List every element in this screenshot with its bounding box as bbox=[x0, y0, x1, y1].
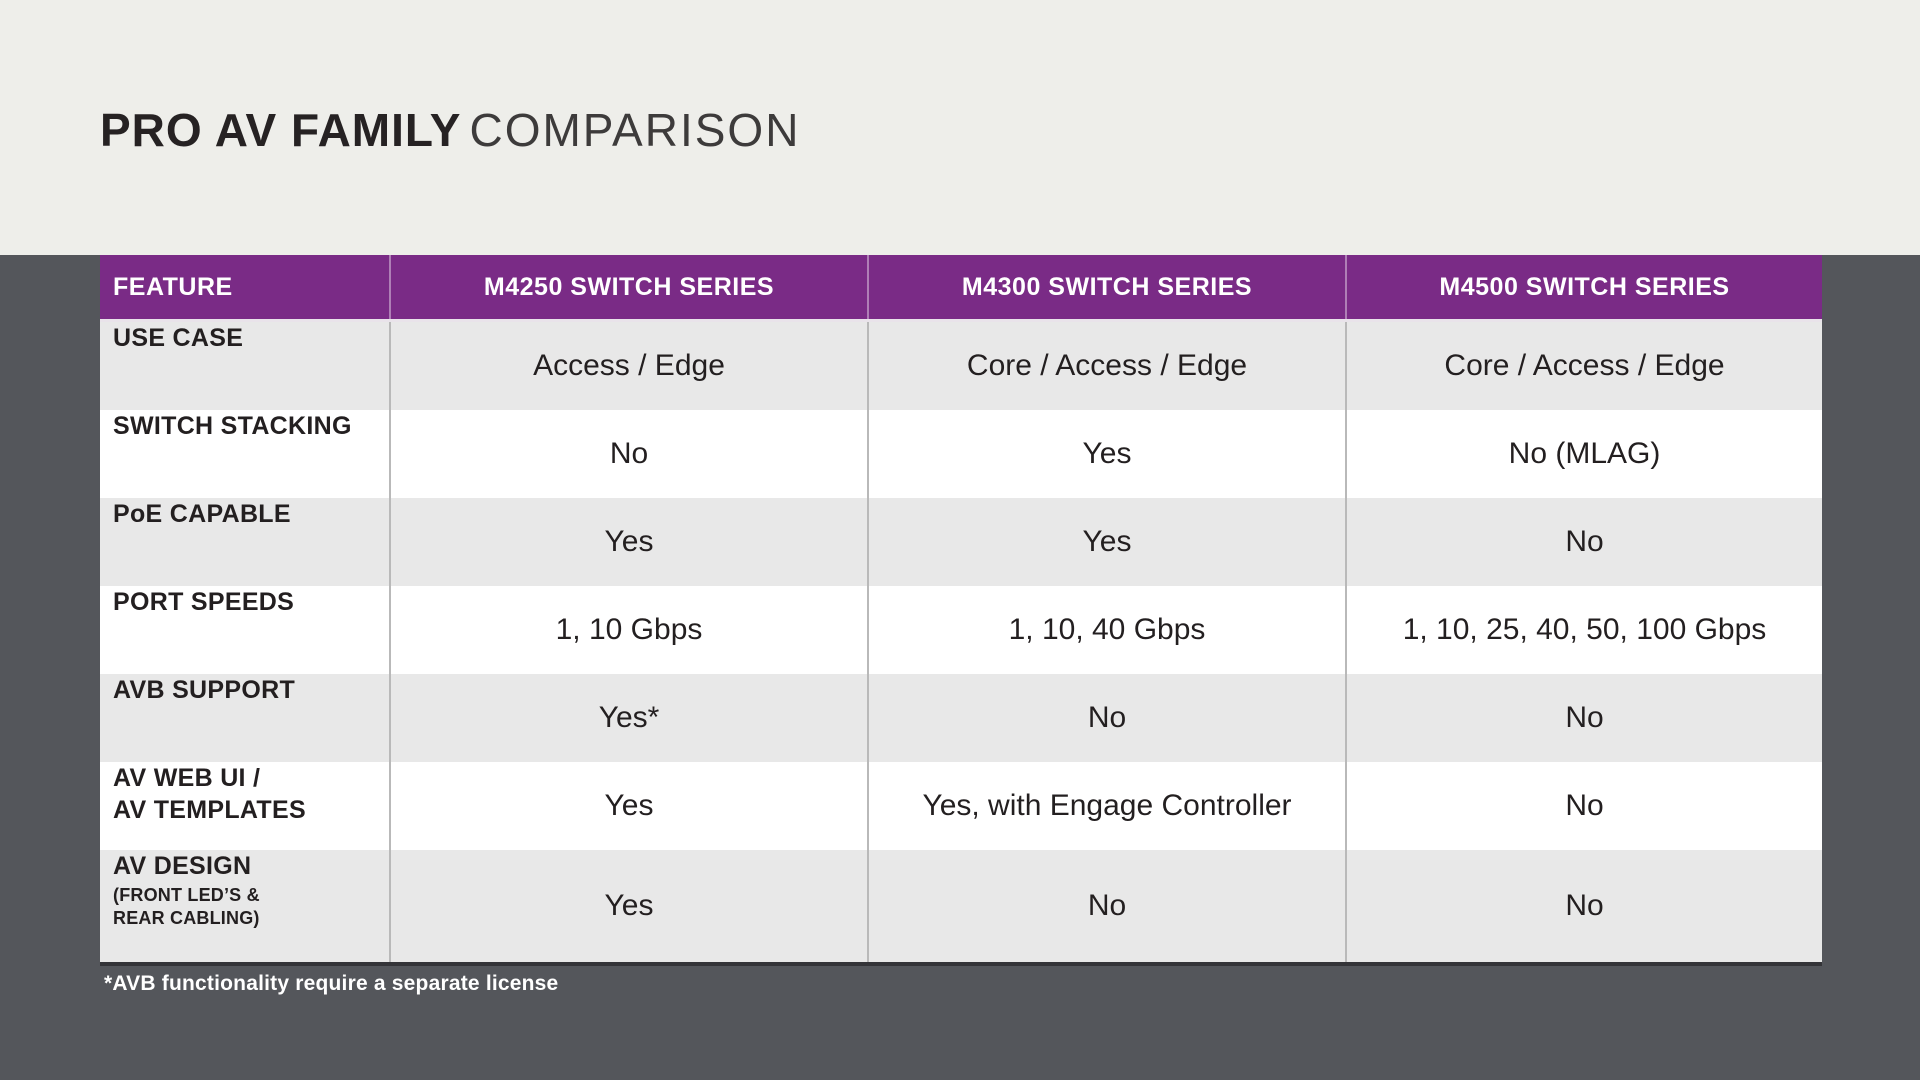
cell-m4300-av-web-ui: Yes, with Engage Controller bbox=[867, 762, 1345, 850]
cell-m4300-avb-support: No bbox=[867, 674, 1345, 762]
cell-m4500-switch-stacking: No (MLAG) bbox=[1345, 410, 1822, 498]
feature-label: PoE CAPABLE bbox=[113, 500, 291, 528]
feature-label: PORT SPEEDS bbox=[113, 588, 295, 616]
cell-m4300-port-speeds: 1, 10, 40 Gbps bbox=[867, 586, 1345, 674]
feature-label: SWITCH STACKING bbox=[113, 412, 352, 440]
cell-m4500-port-speeds: 1, 10, 25, 40, 50, 100 Gbps bbox=[1345, 586, 1822, 674]
table-header-row: FEATURE M4250 SWITCH SERIES M4300 SWITCH… bbox=[100, 255, 1822, 322]
cell-m4500-avb-support: No bbox=[1345, 674, 1822, 762]
feature-label: AV WEB UI / AV TEMPLATES bbox=[113, 764, 306, 824]
column-header-m4500: M4500 SWITCH SERIES bbox=[1345, 255, 1822, 319]
table-row-av-design: AV DESIGN (FRONT LED’S & REAR CABLING) Y… bbox=[100, 850, 1822, 962]
title-band: PRO AV FAMILY COMPARISON bbox=[0, 0, 1920, 255]
cell-m4300-use-case: Core / Access / Edge bbox=[867, 322, 1345, 410]
feature-cell: PoE CAPABLE bbox=[100, 498, 389, 586]
column-header-feature: FEATURE bbox=[113, 272, 233, 301]
table-row-port-speeds: PORT SPEEDS 1, 10 Gbps 1, 10, 40 Gbps 1,… bbox=[100, 586, 1822, 674]
feature-cell: AV WEB UI / AV TEMPLATES bbox=[100, 762, 389, 850]
cell-m4250-port-speeds: 1, 10 Gbps bbox=[389, 586, 867, 674]
cell-m4250-poe-capable: Yes bbox=[389, 498, 867, 586]
table-row-av-web-ui: AV WEB UI / AV TEMPLATES Yes Yes, with E… bbox=[100, 762, 1822, 850]
feature-label: AVB SUPPORT bbox=[113, 676, 296, 704]
cell-m4500-av-design: No bbox=[1345, 850, 1822, 962]
table-row-poe-capable: PoE CAPABLE Yes Yes No bbox=[100, 498, 1822, 586]
feature-cell: SWITCH STACKING bbox=[100, 410, 389, 498]
table-row-switch-stacking: SWITCH STACKING No Yes No (MLAG) bbox=[100, 410, 1822, 498]
page-title-primary: PRO AV FAMILY bbox=[100, 104, 462, 156]
page-title: PRO AV FAMILY COMPARISON bbox=[100, 104, 800, 157]
column-header-m4250: M4250 SWITCH SERIES bbox=[389, 255, 867, 319]
cell-m4250-switch-stacking: No bbox=[389, 410, 867, 498]
page-title-secondary: COMPARISON bbox=[469, 104, 801, 156]
cell-m4500-av-web-ui: No bbox=[1345, 762, 1822, 850]
cell-m4500-poe-capable: No bbox=[1345, 498, 1822, 586]
comparison-table: FEATURE M4250 SWITCH SERIES M4300 SWITCH… bbox=[100, 255, 1822, 962]
cell-m4250-av-web-ui: Yes bbox=[389, 762, 867, 850]
table-row-avb-support: AVB SUPPORT Yes* No No bbox=[100, 674, 1822, 762]
cell-m4500-use-case: Core / Access / Edge bbox=[1345, 322, 1822, 410]
cell-m4300-switch-stacking: Yes bbox=[867, 410, 1345, 498]
column-header-m4300: M4300 SWITCH SERIES bbox=[867, 255, 1345, 319]
feature-label: USE CASE bbox=[113, 324, 244, 352]
footnote: *AVB functionality require a separate li… bbox=[104, 972, 559, 995]
cell-m4250-use-case: Access / Edge bbox=[389, 322, 867, 410]
cell-m4300-av-design: No bbox=[867, 850, 1345, 962]
table-row-use-case: USE CASE Access / Edge Core / Access / E… bbox=[100, 322, 1822, 410]
feature-label: AV DESIGN bbox=[113, 852, 252, 880]
feature-sub-label: (FRONT LED’S & REAR CABLING) bbox=[113, 885, 260, 928]
feature-cell: PORT SPEEDS bbox=[100, 586, 389, 674]
feature-cell: AVB SUPPORT bbox=[100, 674, 389, 762]
cell-m4300-poe-capable: Yes bbox=[867, 498, 1345, 586]
feature-cell: USE CASE bbox=[100, 322, 389, 410]
cell-m4250-av-design: Yes bbox=[389, 850, 867, 962]
feature-cell: AV DESIGN (FRONT LED’S & REAR CABLING) bbox=[100, 850, 389, 962]
cell-m4250-avb-support: Yes* bbox=[389, 674, 867, 762]
